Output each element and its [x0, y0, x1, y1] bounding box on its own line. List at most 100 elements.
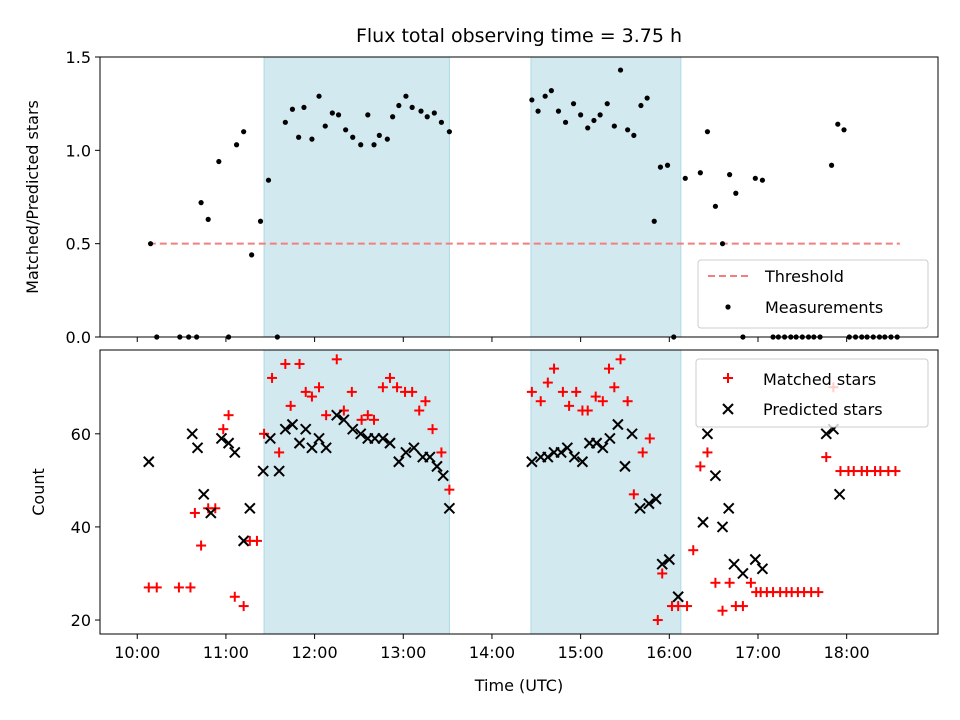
matched-star-marker — [356, 414, 367, 425]
matched-star-marker — [710, 577, 721, 588]
bottom-plot-frame — [99, 349, 939, 635]
predicted-star-marker — [347, 423, 359, 435]
predicted-star-marker — [568, 451, 581, 463]
measurement-point — [664, 162, 671, 168]
matched-star-marker — [609, 382, 620, 393]
matched-star-marker — [549, 363, 560, 374]
predicted-star-marker — [186, 428, 198, 440]
predicted-star-marker — [576, 456, 589, 468]
predicted-star-marker — [590, 437, 603, 449]
matched-star-marker — [571, 386, 582, 397]
bottom-legend: Matched stars Predicted stars — [695, 358, 929, 428]
predicted-star-marker — [279, 423, 292, 435]
measurement-point — [289, 106, 296, 112]
predicted-star-marker — [408, 442, 420, 454]
matched-star-marker — [251, 535, 262, 546]
measurement-point — [625, 127, 631, 133]
bottom-y-axis-label: Count — [29, 468, 48, 516]
matched-star-marker — [557, 386, 568, 397]
measurement-point — [704, 129, 711, 135]
matched-star-marker — [615, 354, 626, 365]
matched-star-marker — [346, 386, 357, 397]
measurement-point — [611, 123, 617, 129]
matched-star-marker — [564, 400, 575, 411]
predicted-star-marker — [320, 442, 332, 454]
predicted-star-marker — [244, 502, 256, 515]
y-tick-label: 1.0 — [66, 141, 91, 160]
predicted-star-marker — [561, 442, 574, 454]
matched-star-marker — [306, 391, 317, 402]
predicted-star-marker — [293, 437, 306, 449]
predicted-star-marker — [626, 428, 638, 440]
matched-star-marker — [745, 577, 756, 588]
matched-star-marker — [644, 433, 655, 444]
matched-star-marker — [238, 601, 249, 612]
x-tick-label: 11:00 — [203, 643, 249, 662]
matched-star-marker — [189, 507, 200, 518]
matched-star-marker — [294, 358, 305, 369]
x-tick-label: 13:00 — [380, 643, 426, 662]
matched-star-marker — [321, 410, 332, 421]
matched-star-marker — [362, 410, 373, 421]
matched-star-marker — [173, 582, 184, 593]
chart-title: Flux total observing time = 3.75 h — [356, 25, 682, 47]
predicted-star-marker — [716, 521, 729, 533]
measurement-point — [719, 241, 726, 247]
measurement-point — [241, 129, 247, 135]
x-tick-label: 16:00 — [646, 643, 692, 662]
matched-star-marker — [331, 354, 342, 365]
legend-threshold-label: Threshold — [764, 267, 844, 286]
measurement-point — [249, 252, 255, 258]
legend-measurements-label: Measurements — [765, 298, 883, 317]
matched-star-marker — [185, 582, 196, 593]
shaded-span-2 — [530, 349, 682, 635]
predicted-star-marker — [643, 497, 655, 510]
matched-star-marker — [535, 396, 546, 407]
matched-star-marker — [369, 414, 380, 425]
measurement-point — [682, 175, 688, 181]
matched-star-marker — [377, 382, 388, 393]
predicted-star-marker — [431, 460, 443, 473]
predicted-star-marker — [331, 409, 343, 421]
top-panel: 0.0 0.5 1.0 1.5 Flux total observing time =… — [23, 25, 939, 347]
top-x-ticks — [136, 337, 848, 342]
measurement-point — [727, 172, 733, 178]
measurement-point — [147, 241, 154, 247]
matched-star-marker — [229, 591, 240, 602]
measurement-point — [752, 175, 758, 181]
predicted-star-marker — [555, 446, 567, 459]
measurement-point — [335, 112, 342, 118]
matched-star-marker — [407, 386, 418, 397]
measurement-point — [418, 108, 424, 114]
measurement-point — [617, 67, 624, 73]
matched-star-marker — [582, 405, 593, 416]
predicted-star-marker — [264, 432, 276, 445]
measurement-point — [759, 177, 766, 183]
matched-star-marker — [637, 447, 648, 458]
x-tick-label: 12:00 — [292, 643, 338, 662]
matched-star-marker — [384, 372, 395, 383]
shaded-span-2 — [530, 56, 682, 338]
predicted-star-marker — [443, 502, 456, 515]
legend-plus-marker — [723, 373, 733, 383]
shaded-span-1 — [263, 349, 450, 635]
predicted-star-points — [143, 409, 846, 603]
matched-star-marker — [280, 358, 291, 369]
predicted-star-marker — [222, 437, 235, 449]
measurement-point — [358, 142, 364, 148]
predicted-star-marker — [143, 456, 155, 468]
y-tick-label: 60 — [71, 425, 91, 444]
measurement-point — [638, 102, 644, 109]
predicted-star-marker — [229, 446, 241, 459]
matched-star-marker — [688, 545, 699, 556]
measurement-point — [591, 117, 597, 124]
predicted-star-marker — [300, 423, 312, 435]
matched-star-marker — [604, 363, 615, 374]
predicted-star-marker — [377, 432, 389, 445]
matched-star-marker — [628, 489, 639, 500]
matched-star-marker — [682, 601, 693, 612]
matched-star-marker — [414, 405, 425, 416]
matched-star-marker — [622, 396, 633, 407]
matched-star-marker — [702, 447, 713, 458]
